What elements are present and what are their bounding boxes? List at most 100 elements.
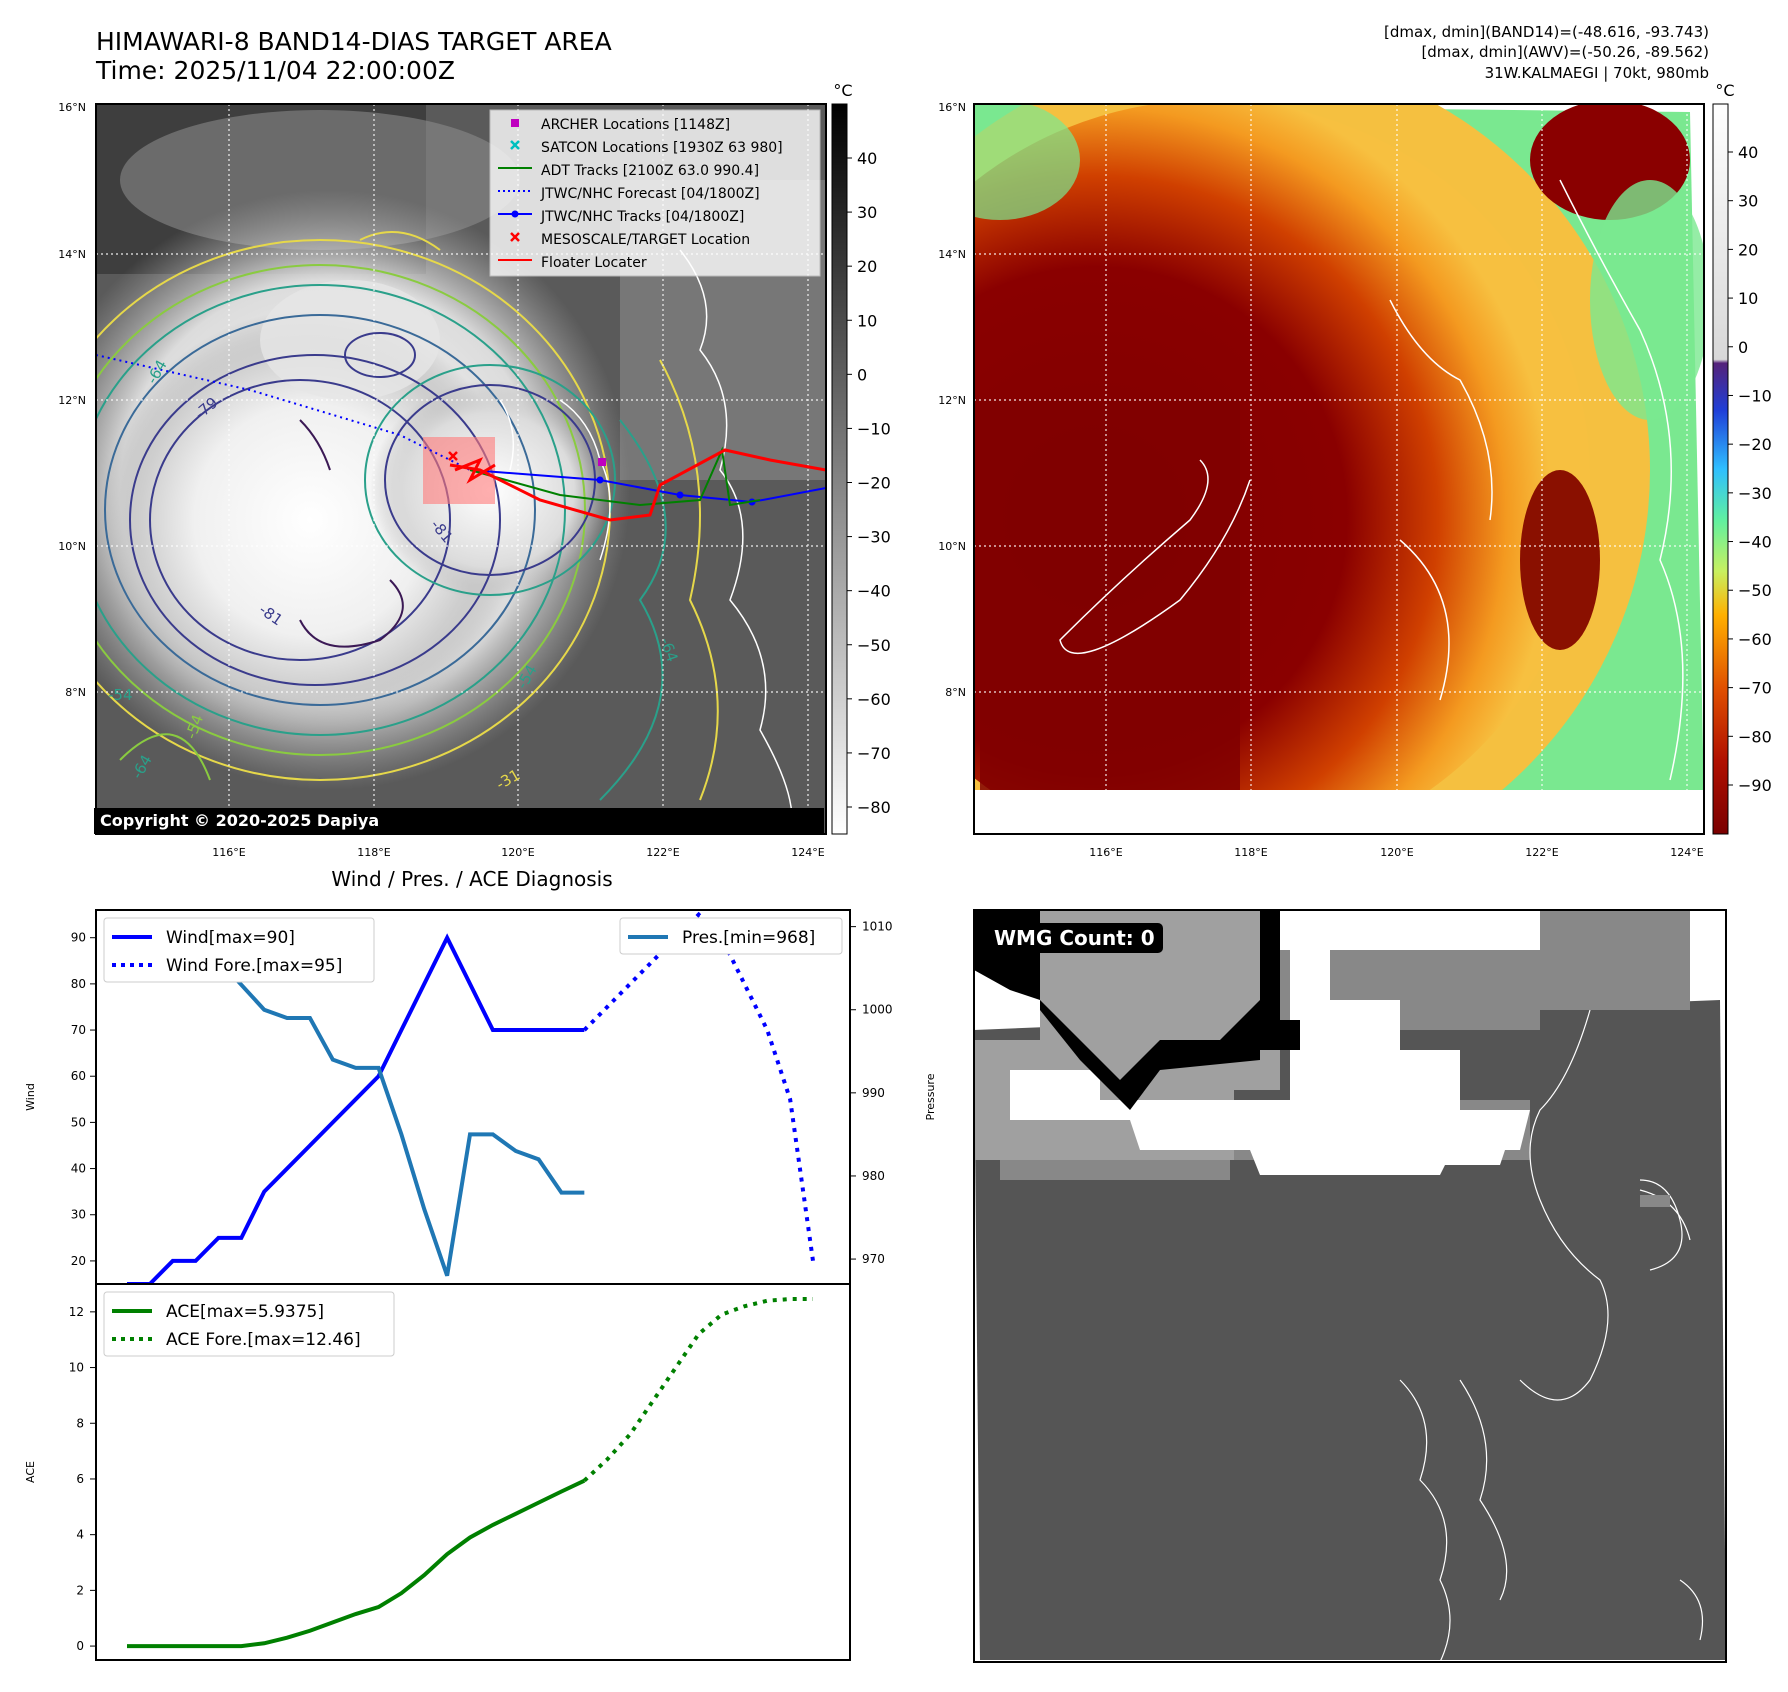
floater-track	[449, 448, 826, 522]
lon-tick: 116°E	[212, 846, 245, 859]
ace-ytick: 4	[76, 1528, 84, 1542]
legend-label: ARCHER Locations [1148Z]	[541, 117, 730, 133]
lat-tick: 8°N	[65, 686, 86, 699]
ir-colorbar-tick: −30	[857, 528, 891, 547]
legend-label: MESOSCALE/TARGET Location	[541, 232, 750, 248]
legend-x-marker	[510, 140, 520, 150]
awv-colorbar-tick: 0	[1738, 338, 1748, 357]
series-ace-fore	[582, 1297, 813, 1483]
wind-legend: Wind[max=90] Wind Fore.[max=95]	[103, 917, 375, 983]
wind-ytick: 40	[71, 1162, 86, 1176]
awv-colorbar-tick: −90	[1738, 776, 1772, 795]
ace-ytick: 10	[69, 1361, 84, 1375]
map-legend: ARCHER Locations [1148Z] SATCON Location…	[489, 109, 821, 277]
ir-colorbar-tick: −20	[857, 474, 891, 493]
wmg-count-label: WMG Count: 0	[986, 923, 1163, 953]
awv-colorbar-tick: −80	[1738, 727, 1772, 746]
ir-colorbar-tick: −80	[857, 798, 891, 817]
lon-tick: 120°E	[1380, 846, 1413, 859]
legend-square-marker	[511, 119, 519, 127]
archer-marker	[598, 458, 606, 466]
lat-tick: 8°N	[945, 686, 966, 699]
ir-colorbar-tick: −60	[857, 690, 891, 709]
lat-tick: 12°N	[58, 394, 86, 407]
awv-satellite-image	[974, 104, 1704, 834]
wind-ytick: 60	[71, 1069, 86, 1083]
ir-colorbar-tick: −40	[857, 582, 891, 601]
pressure-ytick: 1010	[862, 920, 893, 934]
legend-label: Pres.[min=968]	[682, 928, 815, 948]
ir-colorbar-tick: 30	[857, 203, 877, 222]
ir-colorbar-tick: −50	[857, 636, 891, 655]
ace-ytick: 2	[76, 1583, 84, 1597]
lon-tick: 116°E	[1089, 846, 1122, 859]
wind-ytick: 70	[71, 1023, 86, 1037]
wmg-image	[974, 910, 1726, 1662]
ace-ytick: 8	[76, 1416, 84, 1430]
awv-range: [dmax, dmin](AWV)=(-50.26, -89.562)	[1421, 43, 1709, 61]
ace-ytick: 12	[69, 1305, 84, 1319]
legend-label: Wind[max=90]	[166, 928, 295, 948]
lon-tick: 122°E	[1525, 846, 1558, 859]
figure-time: Time: 2025/11/04 22:00:00Z	[96, 56, 455, 85]
awv-colorbar-tick: 20	[1738, 240, 1758, 259]
ace-axis-label: ACE	[24, 1461, 37, 1483]
ace-legend: ACE[max=5.9375] ACE Fore.[max=12.46]	[103, 1291, 395, 1357]
ir-colorbar-tick: 40	[857, 149, 877, 168]
lat-tick: 14°N	[938, 248, 966, 261]
awv-colorbar-tick: −40	[1738, 533, 1772, 552]
awv-colorbar-unit: °C	[1715, 81, 1734, 100]
legend-label: Wind Fore.[max=95]	[166, 956, 342, 976]
awv-colorbar-tick: −30	[1738, 484, 1772, 503]
wind-ytick: 50	[71, 1115, 86, 1129]
ir-colorbar-tick: −70	[857, 744, 891, 763]
ir-satellite-image: -79 -64 -81 -81 -54 -64 -54 -64 -54 -31 …	[96, 104, 826, 834]
lon-tick: 118°E	[357, 846, 390, 859]
pressure-ytick: 1000	[862, 1003, 893, 1017]
legend-label: ACE[max=5.9375]	[166, 1302, 324, 1322]
series-wind	[127, 933, 585, 1286]
pressure-axis-label: Pressure	[924, 1073, 937, 1120]
ir-colorbar-unit: °C	[833, 81, 852, 100]
awv-colorbar-tick: −20	[1738, 435, 1772, 454]
legend-x-marker	[510, 232, 520, 242]
legend-label: Floater Locater	[541, 255, 647, 271]
legend-label: JTWC/NHC Tracks [04/1800Z]	[540, 209, 744, 225]
lat-tick: 16°N	[938, 101, 966, 114]
pressure-legend: Pres.[min=968]	[619, 917, 843, 955]
awv-colorbar-tick: −50	[1738, 581, 1772, 600]
ir-colorbar-tick: −10	[857, 419, 891, 438]
series-ace	[127, 1478, 586, 1649]
awv-colorbar-tick: −70	[1738, 679, 1772, 698]
jtwc-forecast-track	[96, 354, 471, 471]
lon-tick: 124°E	[1670, 846, 1703, 859]
awv-colorbar-tick: −10	[1738, 386, 1772, 405]
wind-ytick: 30	[71, 1208, 86, 1222]
figure-title: HIMAWARI-8 BAND14-DIAS TARGET AREA	[96, 27, 612, 56]
storm-info: 31W.KALMAEGI | 70kt, 980mb	[1484, 64, 1709, 82]
awv-colorbar-tick: 10	[1738, 289, 1758, 308]
lat-tick: 10°N	[58, 540, 86, 553]
wind-ytick: 20	[71, 1254, 86, 1268]
adt-track	[469, 446, 761, 507]
band14-range: [dmax, dmin](BAND14)=(-48.616, -93.743)	[1384, 23, 1709, 41]
pressure-ytick: 990	[862, 1086, 885, 1100]
pressure-ytick: 980	[862, 1169, 885, 1183]
lat-tick: 14°N	[58, 248, 86, 261]
awv-colorbar-tick: 40	[1738, 143, 1758, 162]
awv-colorbar	[1712, 103, 1729, 835]
lat-tick: 12°N	[938, 394, 966, 407]
legend-label: ACE Fore.[max=12.46]	[166, 1330, 361, 1350]
lat-tick: 16°N	[58, 101, 86, 114]
ace-ytick: 6	[76, 1472, 84, 1486]
target-marker	[448, 451, 458, 461]
lon-tick: 124°E	[791, 846, 824, 859]
ir-colorbar	[831, 103, 848, 835]
ir-colorbar-tick: 20	[857, 257, 877, 276]
ace-ytick: 0	[76, 1639, 84, 1653]
wind-ytick: 90	[71, 931, 86, 945]
lon-tick: 122°E	[646, 846, 679, 859]
pressure-ytick: 970	[862, 1252, 885, 1266]
diagnosis-title: Wind / Pres. / ACE Diagnosis	[331, 867, 612, 891]
